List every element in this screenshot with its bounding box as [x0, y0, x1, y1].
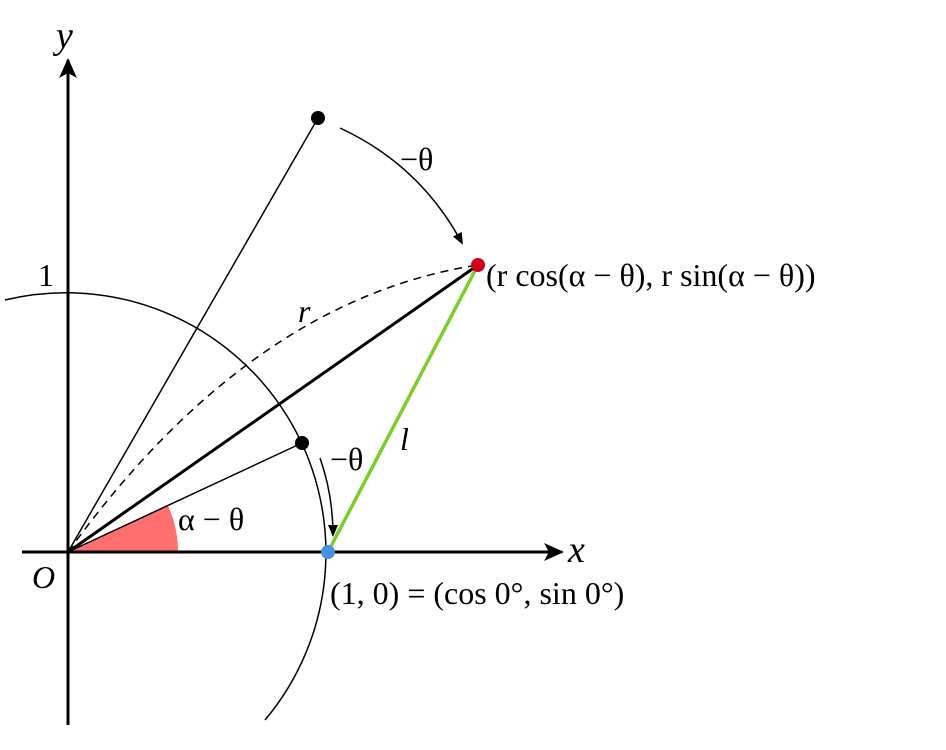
point [321, 545, 335, 559]
rotation-label: −θ [330, 441, 363, 477]
dashed-arc [67, 264, 479, 553]
radius-label: r [298, 293, 311, 329]
origin-label: O [32, 559, 55, 595]
unit-circle [4, 292, 327, 721]
chord [326, 264, 480, 553]
ray [67, 442, 303, 553]
rotation-arrow [319, 457, 338, 537]
angle-label: α − θ [178, 501, 244, 537]
ray [67, 117, 319, 553]
point [311, 111, 325, 125]
tick-label: 1 [38, 257, 54, 293]
angle-wedge [68, 506, 179, 552]
rotation-label: −θ [400, 141, 433, 177]
point-label: (r cos(α − θ), r sin(α − θ)) [486, 257, 816, 293]
rotation-arrow [339, 127, 463, 245]
chord-label: l [400, 421, 409, 457]
point [295, 436, 309, 450]
point [471, 258, 485, 272]
radius-line [67, 263, 479, 554]
axis-label: y [52, 15, 73, 57]
axis-label: x [567, 529, 585, 571]
point-label: (1, 0) = (cos 0°, sin 0°) [330, 575, 624, 611]
